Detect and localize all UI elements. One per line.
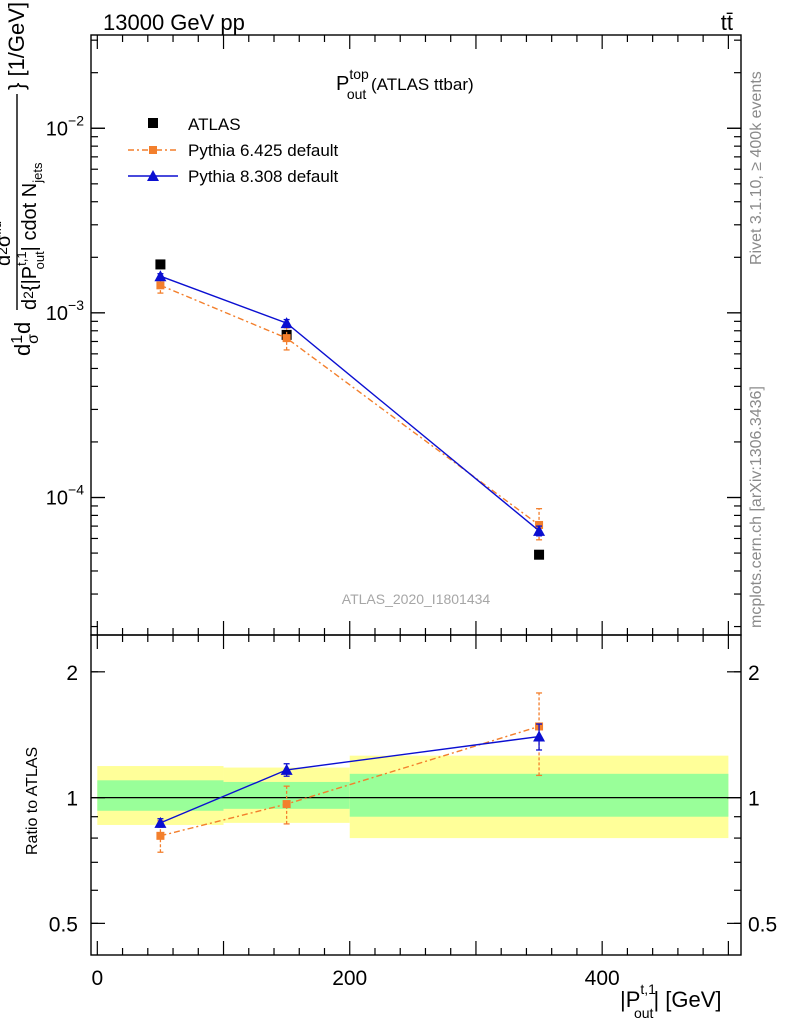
svg-text:ATLAS: ATLAS [188,115,241,134]
uncertainty-band-green-0 [97,780,224,811]
y-tick-label-0: 10−2 [46,112,84,140]
uncertainty-band-green-2 [349,773,729,817]
legend-marker-pythia6 [149,146,157,154]
mcplots-label: mcplots.cern.ch [arXiv:1306.3436] [748,386,765,628]
data-point-atlas [155,259,166,270]
data-point-pythia-8-308-default [280,763,293,775]
energy-label: 13000 GeV pp [103,10,245,35]
y-tick-label-0: 0.5 [49,913,78,936]
data-point-pythia-8-308-default [154,270,167,282]
y-tick-label-right-0: 0.5 [748,913,777,936]
legend-marker-atlas [148,118,158,128]
y-tick-label-right-2: 2 [748,662,760,685]
data-point-atlas [534,549,545,560]
svg-text:Pythia 6.425 default: Pythia 6.425 default [188,141,339,160]
process-label: tt̄ [721,10,733,35]
data-point-pythia-8-308-default [154,816,167,828]
data-point-pythia-6-425-default [282,800,291,809]
data-point-pythia-6-425-default [156,281,165,290]
svg-text:} [1/GeV]: } [1/GeV] [4,2,29,90]
data-point-pythia-6-425-default [282,334,291,343]
x-tick-label-2: 400 [585,967,620,990]
data-point-pythia-6-425-default [156,831,165,840]
rivet-label: Rivet 3.1.10, ≥ 400k events [748,71,765,265]
analysis-watermark: ATLAS_2020_I1801434 [342,591,491,607]
y-tick-label-1: 1 [66,788,78,811]
y-tick-label-right-1: 1 [748,788,760,811]
legend-marker-pythia8 [147,170,159,181]
y-tick-label-2: 2 [66,662,78,685]
plot-title: Ptop out (ATLAS ttbar) [336,66,474,102]
data-point-pythia-8-308-default [533,730,546,742]
x-axis-label: |Pt,1 out| [GeV] [620,981,722,1021]
series-line-pythia-8-308-default [160,275,540,532]
series-line-pythia-6-425-default [160,284,540,526]
y-tick-label-2: 10−4 [46,482,84,510]
legend: ATLAS Pythia 6.425 default Pythia 8.308 … [128,115,339,186]
ratio-frame [90,634,742,956]
legend-entry-pythia8: Pythia 8.308 default [128,167,339,186]
data-point-pythia-8-308-default [280,317,293,329]
data-point-pythia-8-308-default [533,524,546,536]
ratio-y-axis-label: Ratio to ATLAS [24,747,41,855]
svg-text:Pythia 8.308 default: Pythia 8.308 default [188,167,339,186]
svg-text:d2σfid: d2σfid [0,221,15,266]
svg-text:d1σd: d1σd [9,322,42,356]
x-tick-label-1: 200 [332,967,367,990]
x-tick-label-0: 0 [91,967,103,990]
y-tick-label-1: 10−3 [46,297,84,325]
ratio-panel: 0.5 0.5 1 1 2 2 0 200 400 [49,634,777,990]
legend-entry-pythia6: Pythia 6.425 default [128,141,339,160]
legend-entry-atlas: ATLAS [148,115,241,134]
